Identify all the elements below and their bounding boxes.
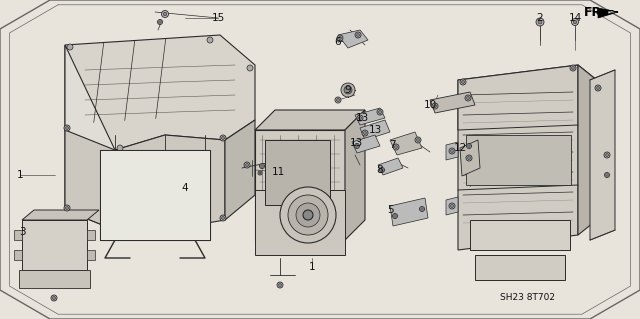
Bar <box>87 250 95 260</box>
Circle shape <box>159 21 161 23</box>
Circle shape <box>258 171 262 175</box>
Text: 13: 13 <box>369 125 381 135</box>
Circle shape <box>259 164 264 168</box>
Circle shape <box>64 205 70 211</box>
Circle shape <box>221 217 225 219</box>
Circle shape <box>596 86 600 90</box>
Circle shape <box>451 150 454 152</box>
Polygon shape <box>255 110 365 130</box>
Circle shape <box>380 167 385 173</box>
Text: 9: 9 <box>345 85 351 95</box>
Circle shape <box>419 206 424 211</box>
Polygon shape <box>378 158 403 175</box>
Circle shape <box>538 20 542 24</box>
Text: 7: 7 <box>388 140 396 150</box>
Text: 6: 6 <box>335 37 341 47</box>
Text: 13: 13 <box>355 113 369 123</box>
Circle shape <box>467 157 470 160</box>
Bar <box>100 150 210 240</box>
Circle shape <box>161 11 168 18</box>
Circle shape <box>341 83 355 97</box>
Polygon shape <box>458 65 603 130</box>
Circle shape <box>357 115 363 121</box>
Circle shape <box>377 109 383 115</box>
Circle shape <box>573 20 577 24</box>
Text: FR.: FR. <box>584 6 607 19</box>
Circle shape <box>595 85 601 91</box>
Circle shape <box>52 296 56 300</box>
Polygon shape <box>255 130 345 240</box>
Circle shape <box>220 135 226 141</box>
Text: 3: 3 <box>19 227 26 237</box>
Polygon shape <box>446 142 458 160</box>
Circle shape <box>303 210 313 220</box>
Bar <box>265 140 330 205</box>
Circle shape <box>247 65 253 71</box>
Text: 13: 13 <box>349 138 363 148</box>
Polygon shape <box>590 70 615 240</box>
Circle shape <box>260 165 263 167</box>
Polygon shape <box>345 110 365 240</box>
Polygon shape <box>65 35 255 150</box>
Polygon shape <box>598 8 618 18</box>
Polygon shape <box>255 190 345 255</box>
Polygon shape <box>390 198 428 226</box>
Polygon shape <box>65 45 115 230</box>
Circle shape <box>461 80 465 84</box>
Circle shape <box>451 204 454 207</box>
Polygon shape <box>360 120 390 140</box>
Bar <box>87 230 95 240</box>
Text: 1: 1 <box>17 170 23 180</box>
Circle shape <box>220 215 226 221</box>
Polygon shape <box>390 132 422 155</box>
Text: 11: 11 <box>271 167 285 177</box>
Text: 10: 10 <box>424 100 436 110</box>
Circle shape <box>278 284 282 286</box>
Circle shape <box>246 164 248 167</box>
Bar <box>19 270 90 288</box>
Bar <box>22 220 87 270</box>
Circle shape <box>296 203 320 227</box>
Circle shape <box>468 145 470 147</box>
Circle shape <box>344 86 352 94</box>
Polygon shape <box>338 30 368 48</box>
Circle shape <box>356 145 358 147</box>
Circle shape <box>362 130 368 136</box>
Circle shape <box>572 66 575 70</box>
Circle shape <box>355 144 360 149</box>
Circle shape <box>337 99 339 101</box>
Circle shape <box>381 169 383 171</box>
Circle shape <box>356 33 360 36</box>
Polygon shape <box>65 130 225 230</box>
Circle shape <box>449 203 455 209</box>
Polygon shape <box>225 120 255 220</box>
Circle shape <box>51 295 57 301</box>
Bar <box>475 255 565 280</box>
Polygon shape <box>458 65 578 250</box>
Polygon shape <box>22 210 99 220</box>
Circle shape <box>280 187 336 243</box>
Circle shape <box>117 145 123 151</box>
Circle shape <box>392 213 397 219</box>
Circle shape <box>65 127 68 130</box>
Circle shape <box>335 97 341 103</box>
Circle shape <box>417 138 419 142</box>
Circle shape <box>415 137 421 143</box>
Circle shape <box>393 144 399 150</box>
Text: 4: 4 <box>182 183 188 193</box>
Circle shape <box>364 131 367 135</box>
Circle shape <box>604 152 610 158</box>
Circle shape <box>378 110 381 114</box>
Circle shape <box>467 97 470 100</box>
Circle shape <box>460 79 466 85</box>
Circle shape <box>572 19 579 26</box>
Text: 5: 5 <box>387 205 394 215</box>
Circle shape <box>605 173 609 177</box>
Circle shape <box>467 144 472 149</box>
Polygon shape <box>446 197 458 215</box>
Circle shape <box>67 44 73 50</box>
Bar <box>14 250 22 260</box>
Circle shape <box>465 95 471 101</box>
Circle shape <box>449 148 455 154</box>
